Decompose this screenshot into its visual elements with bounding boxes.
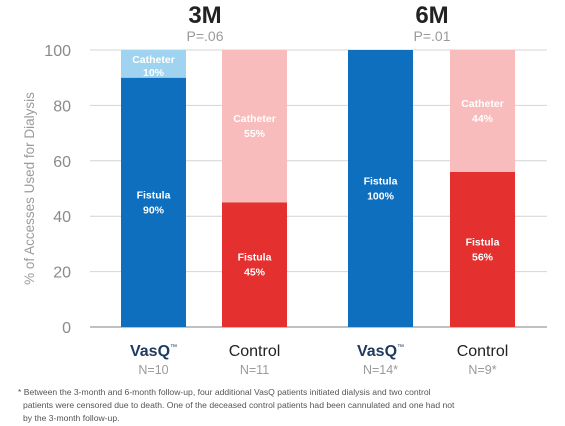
bar-segment-fistula [450, 171, 515, 327]
bar-segment-fistula [348, 50, 413, 327]
segment-value-label: 90% [143, 204, 165, 216]
segment-value-label: 10% [143, 67, 165, 79]
brand-name: VasQ [130, 343, 170, 360]
x-category-n: N=14* [363, 363, 398, 377]
y-axis-label: % of Accesses Used for Dialysis [22, 92, 37, 285]
trademark-mark: ™ [397, 344, 404, 351]
segment-value-label: 56% [472, 251, 494, 263]
segment-name-label: Catheter [132, 54, 175, 66]
x-category-label: Control [229, 343, 281, 360]
segment-value-label: 44% [472, 113, 494, 125]
segment-value-label: 45% [244, 267, 266, 279]
y-tick-label: 60 [53, 154, 71, 171]
segment-value-label: 55% [244, 128, 266, 140]
bar-segment-catheter [450, 50, 515, 172]
segment-name-label: Fistula [364, 176, 398, 188]
stacked-bar-chart: 0 20 40 60 80 100 % of Accesses Used for Dialy… [22, 2, 547, 377]
y-tick-label: 40 [53, 209, 71, 226]
y-tick-label: 80 [53, 98, 71, 115]
x-category-n: N=9* [468, 363, 496, 377]
y-tick-label: 100 [44, 43, 71, 60]
footnote-line-1: * Between the 3-month and 6-month follow… [18, 387, 431, 397]
x-category-label: VasQ™ [130, 343, 177, 360]
segment-name-label: Fistula [466, 236, 500, 248]
segment-name-label: Catheter [233, 113, 276, 125]
segment-value-label: 100% [367, 191, 395, 203]
group-pvalue: P=.01 [414, 28, 451, 44]
segment-name-label: Fistula [137, 189, 171, 201]
bar-segment-catheter [121, 50, 186, 78]
group-title: 6M [415, 2, 448, 29]
brand-name: VasQ [357, 343, 397, 360]
group-title: 3M [188, 2, 221, 29]
footnote: * Between the 3-month and 6-month follow… [18, 386, 538, 425]
x-category-label: Control [457, 343, 509, 360]
x-category-n: N=10 [138, 363, 168, 377]
trademark-mark: ™ [170, 344, 177, 351]
x-category-label: VasQ™ [357, 343, 404, 360]
bar-segment-fistula [121, 77, 186, 327]
y-tick-label: 0 [62, 320, 71, 337]
segment-name-label: Catheter [461, 98, 504, 110]
bar-segment-catheter [222, 50, 287, 203]
bar-segment-fistula [222, 202, 287, 327]
footnote-line-3: by the 3-month follow-up. [23, 413, 120, 423]
segment-name-label: Fistula [238, 252, 272, 264]
footnote-line-2: patients were censored due to death. One… [23, 400, 455, 410]
y-tick-label: 20 [53, 265, 71, 282]
x-category-n: N=11 [240, 363, 269, 377]
group-pvalue: P=.06 [187, 28, 224, 44]
